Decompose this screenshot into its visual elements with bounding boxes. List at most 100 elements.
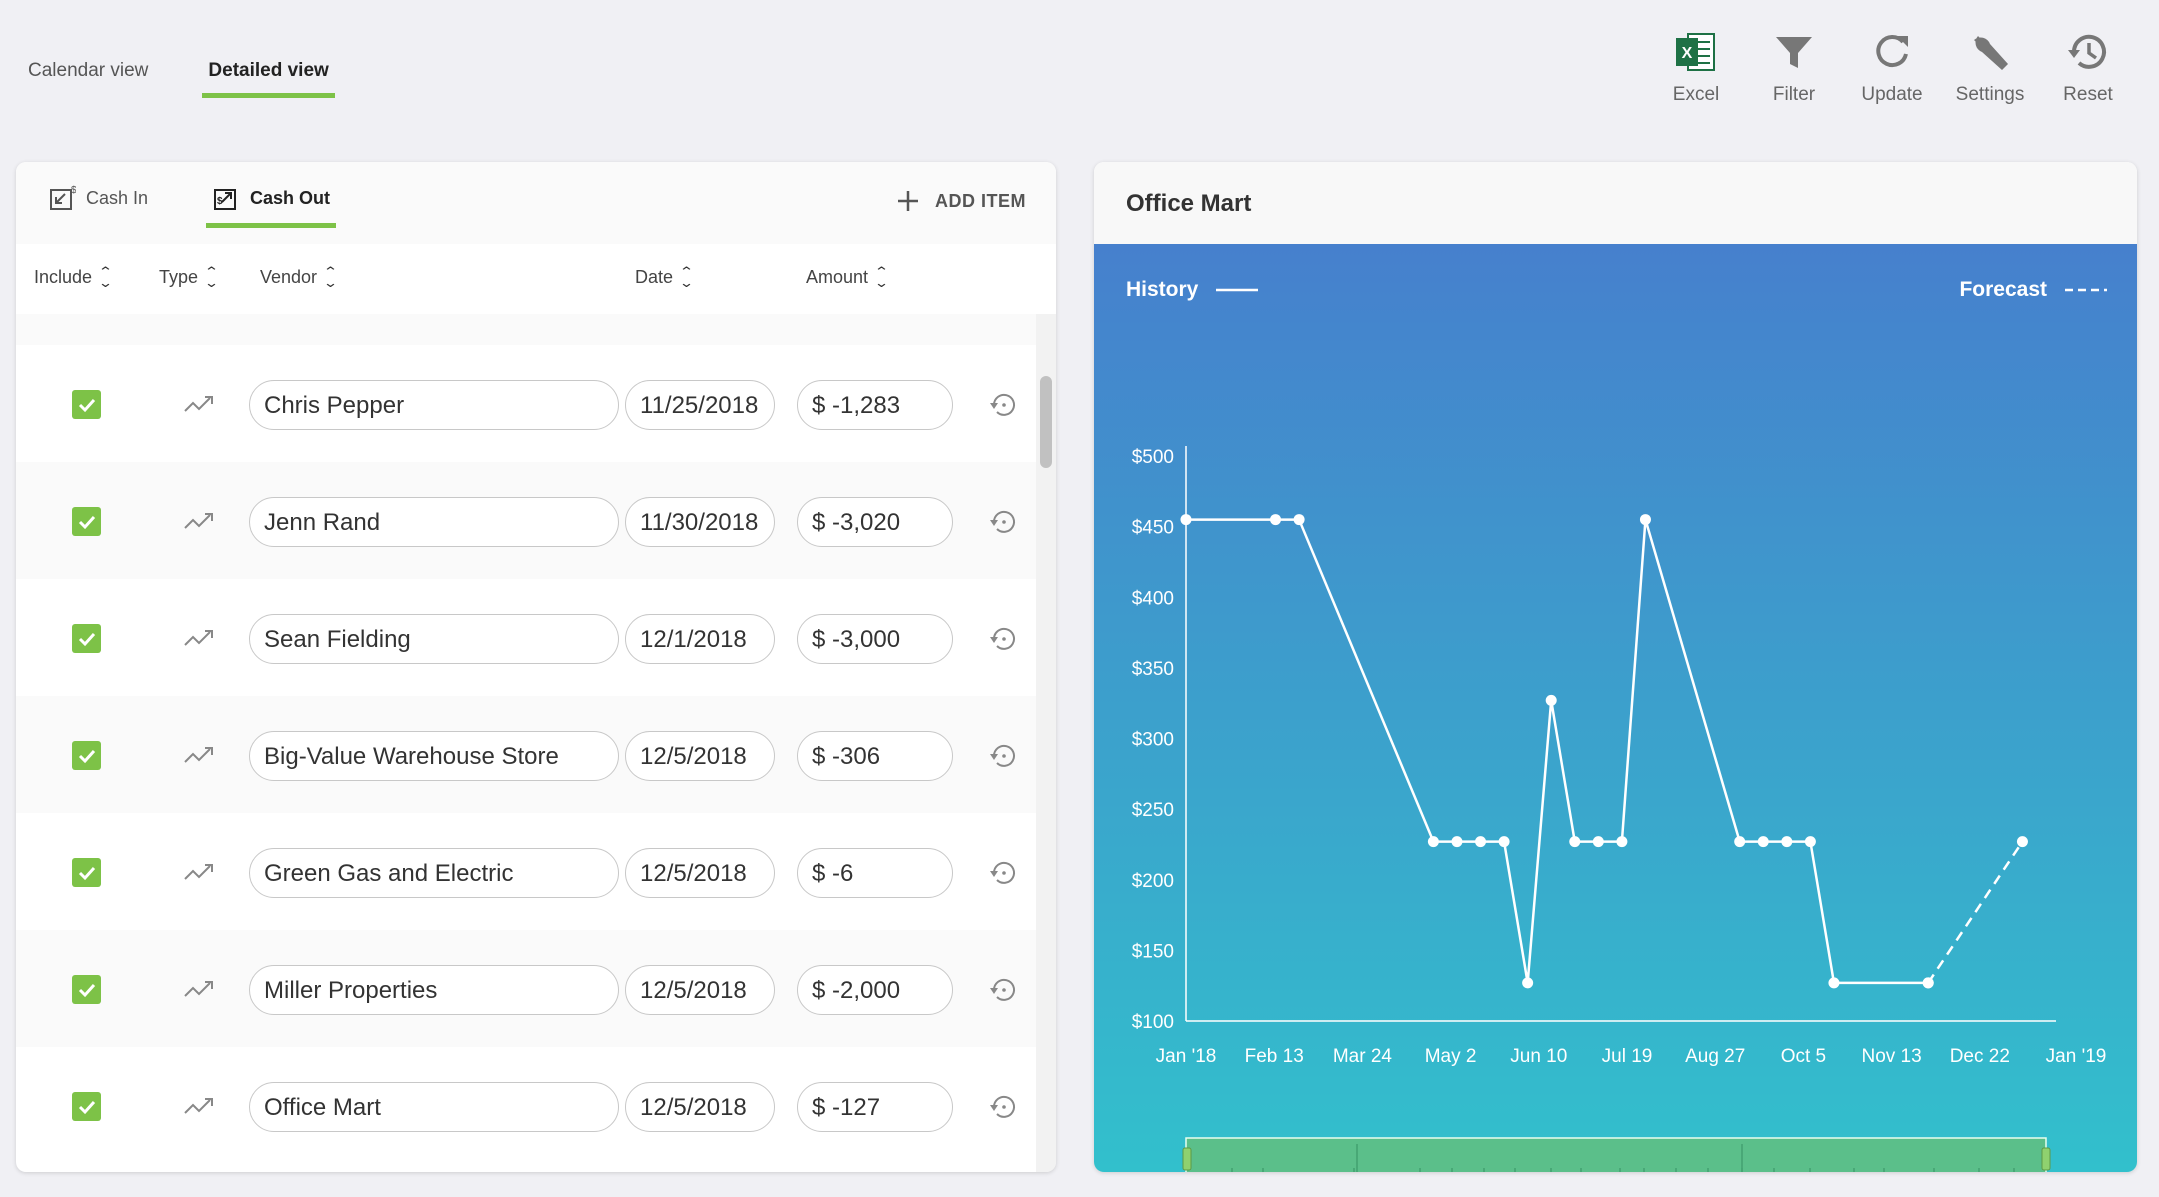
sort-icon: ⌃ ⌄ <box>322 264 339 290</box>
vendor-field[interactable]: Miller Properties <box>249 965 619 1015</box>
vendor-field[interactable]: Jenn Rand <box>249 497 619 547</box>
include-checkbox[interactable] <box>72 858 101 887</box>
header-vendor[interactable]: Vendor ⌃ ⌄ <box>260 264 339 290</box>
trending-icon[interactable] <box>182 976 218 1002</box>
amount-field[interactable]: $ -3,000 <box>797 614 953 664</box>
check-icon <box>78 1100 95 1114</box>
include-checkbox[interactable] <box>72 390 101 419</box>
data-point <box>1522 977 1534 989</box>
add-item-label: ADD ITEM <box>935 190 1026 211</box>
y-tick-label: $250 <box>1132 800 1174 821</box>
vendor-field[interactable]: Sean Fielding <box>249 614 619 664</box>
cash-in-label: Cash In <box>86 187 149 208</box>
tab-cash-out[interactable]: $ Cash Out <box>205 184 337 228</box>
data-point <box>1804 836 1816 848</box>
vendor-field[interactable]: Office Mart <box>249 1082 619 1132</box>
date-field[interactable]: 12/5/2018 <box>625 1082 775 1132</box>
amount-field[interactable]: $ -2,000 <box>797 965 953 1015</box>
x-tick-label: Dec 22 <box>1950 1046 2010 1067</box>
data-point <box>1828 977 1840 989</box>
navigator-handle-left[interactable] <box>1182 1147 1192 1171</box>
scroll-thumb[interactable] <box>1040 376 1052 468</box>
include-checkbox[interactable] <box>72 741 101 770</box>
header-date[interactable]: Date ⌃ ⌄ <box>635 265 694 289</box>
add-item-button[interactable]: ADD ITEM <box>895 188 1026 214</box>
data-point <box>1451 836 1463 848</box>
tab-detailed-view[interactable]: Detailed view <box>202 60 336 98</box>
line-chart[interactable]: $100 $150 $200 $250 $300 $350 $400 $450 $500 Jan … <box>1094 244 2137 1172</box>
range-navigator[interactable] <box>1185 1137 2047 1172</box>
amount-field[interactable]: $ -3,020 <box>797 497 953 547</box>
check-icon <box>78 398 95 412</box>
trending-icon[interactable] <box>182 742 218 768</box>
table-row: Sean Fielding 12/1/2018 $ -3,000 <box>16 579 1056 696</box>
panel-title: Office Mart <box>1126 190 1252 217</box>
scrollbar[interactable] <box>1036 314 1056 1172</box>
data-point <box>1734 836 1746 848</box>
transaction-list[interactable]: Young-Ryu Yoo 11/22/2018 $ -274 Chris Pe… <box>16 314 1056 1172</box>
header-type[interactable]: Type ⌃ ⌄ <box>159 265 219 289</box>
x-tick-label: Feb 13 <box>1245 1046 1304 1067</box>
tab-calendar-view[interactable]: Calendar view <box>28 60 149 81</box>
date-field[interactable]: 11/30/2018 <box>625 497 775 547</box>
amount-field[interactable]: $ -306 <box>797 731 953 781</box>
reset-button[interactable]: Reset <box>2039 30 2137 106</box>
filter-label: Filter <box>1772 84 1816 105</box>
excel-label: Excel <box>1672 84 1720 105</box>
header-include[interactable]: Include ⌃ ⌄ <box>34 265 113 289</box>
data-point <box>1757 836 1769 848</box>
data-point <box>1498 836 1510 848</box>
header-amount-label: Amount <box>806 266 869 287</box>
restore-icon[interactable] <box>988 1092 1018 1122</box>
restore-icon[interactable] <box>988 858 1018 888</box>
date-field[interactable]: 12/5/2018 <box>625 731 775 781</box>
include-checkbox[interactable] <box>72 1092 101 1121</box>
tab-cash-in[interactable]: $ Cash In <box>48 184 148 226</box>
x-tick-label: Jan '19 <box>2046 1046 2107 1067</box>
trending-icon[interactable] <box>182 625 218 651</box>
filter-button[interactable]: Filter <box>1745 30 1843 106</box>
vendor-field[interactable]: Green Gas and Electric <box>249 848 619 898</box>
amount-field[interactable]: $ -1,283 <box>797 380 953 430</box>
check-icon <box>78 515 95 529</box>
settings-button[interactable]: Settings <box>1941 30 2039 106</box>
data-point <box>2016 836 2028 848</box>
trending-icon[interactable] <box>182 391 218 417</box>
series-line-forecast <box>1927 840 2024 984</box>
y-tick-label: $200 <box>1132 871 1174 892</box>
excel-button[interactable]: X Excel <box>1647 30 1745 106</box>
x-tick-label: Jan '18 <box>1156 1046 1217 1067</box>
vendor-field[interactable]: Big-Value Warehouse Store <box>249 731 619 781</box>
table-row: Office Mart 12/5/2018 $ -127 <box>16 1047 1056 1164</box>
navigator-handle-right[interactable] <box>2041 1147 2051 1171</box>
header-amount[interactable]: Amount ⌃ ⌄ <box>806 265 889 289</box>
amount-field[interactable]: $ -6 <box>797 848 953 898</box>
header-type-label: Type <box>159 266 199 287</box>
restore-icon[interactable] <box>988 975 1018 1005</box>
cash-tabs: $ Cash In $ Cash Out ADD ITEM <box>16 162 1056 244</box>
check-icon <box>78 632 95 646</box>
trending-icon[interactable] <box>182 1093 218 1119</box>
include-checkbox[interactable] <box>72 507 101 536</box>
date-field[interactable]: 12/5/2018 <box>625 848 775 898</box>
vendor-field[interactable]: Chris Pepper <box>249 380 619 430</box>
legend-forecast-label: Forecast <box>1959 278 2047 301</box>
x-tick-label: Nov 13 <box>1861 1046 1921 1067</box>
x-tick-label: Jun 10 <box>1510 1046 1567 1067</box>
amount-field[interactable]: $ -127 <box>797 1082 953 1132</box>
date-field[interactable]: 12/5/2018 <box>625 965 775 1015</box>
check-icon <box>78 866 95 880</box>
include-checkbox[interactable] <box>72 975 101 1004</box>
restore-icon[interactable] <box>988 507 1018 537</box>
date-field[interactable]: 11/25/2018 <box>625 380 775 430</box>
svg-text:$: $ <box>71 185 76 196</box>
trending-icon[interactable] <box>182 859 218 885</box>
restore-icon[interactable] <box>988 624 1018 654</box>
trending-icon[interactable] <box>182 508 218 534</box>
date-field[interactable]: 12/1/2018 <box>625 614 775 664</box>
update-button[interactable]: Update <box>1843 30 1941 106</box>
include-checkbox[interactable] <box>72 624 101 653</box>
restore-icon[interactable] <box>988 741 1018 771</box>
table-row: Chris Pepper 11/25/2018 $ -1,283 <box>16 345 1056 462</box>
restore-icon[interactable] <box>988 390 1018 420</box>
